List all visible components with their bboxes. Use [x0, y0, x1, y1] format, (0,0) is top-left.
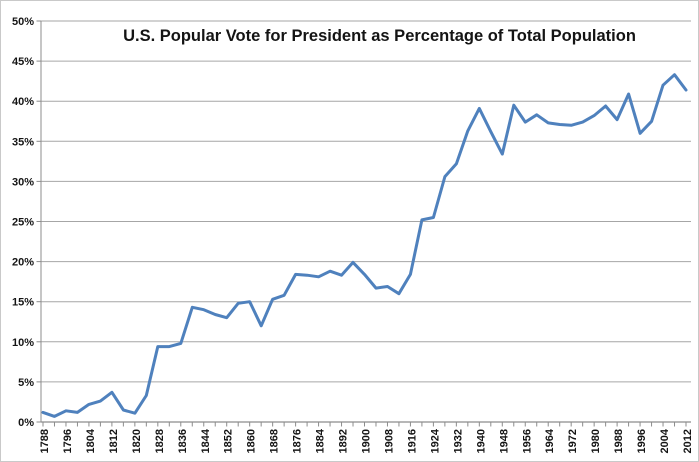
- x-axis-label: 1812: [108, 429, 120, 453]
- y-axis-label: 35%: [12, 136, 34, 148]
- x-axis-label: 1916: [406, 429, 418, 453]
- y-axis-label: 0%: [18, 417, 34, 429]
- x-axis-label: 1884: [315, 428, 327, 453]
- x-axis-label: 1788: [39, 429, 51, 453]
- x-axis-label: 1844: [200, 428, 212, 453]
- x-axis-label: 1908: [383, 429, 395, 453]
- x-axis-label: 1956: [521, 429, 533, 453]
- y-axis-label: 25%: [12, 217, 34, 229]
- x-axis-label: 1940: [475, 429, 487, 453]
- x-axis-label: 1948: [498, 429, 510, 453]
- y-axis-label: 50%: [12, 16, 34, 28]
- x-axis-label: 1924: [429, 428, 441, 453]
- chart-title: U.S. Popular Vote for President as Perce…: [123, 27, 636, 45]
- y-axis-label: 30%: [12, 176, 34, 188]
- y-axis-label: 15%: [12, 297, 34, 309]
- x-axis-label: 1804: [85, 428, 97, 453]
- y-axis-label: 20%: [12, 257, 34, 269]
- x-axis-label: 2012: [682, 429, 694, 453]
- x-axis-label: 1980: [590, 429, 602, 453]
- x-axis-label: 1892: [338, 429, 350, 453]
- x-axis-label: 2004: [659, 428, 671, 453]
- x-axis-label: 1820: [131, 429, 143, 453]
- y-axis-label: 40%: [12, 96, 34, 108]
- x-axis-label: 1852: [223, 429, 235, 453]
- x-axis-label: 1876: [292, 429, 304, 453]
- x-axis-label: 1868: [269, 429, 281, 453]
- x-axis-label: 1796: [62, 429, 74, 453]
- x-axis-label: 1836: [177, 429, 189, 453]
- y-axis-label: 5%: [18, 377, 34, 389]
- y-axis-label: 45%: [12, 56, 34, 68]
- x-axis-label: 1988: [613, 429, 625, 453]
- x-axis-label: 1932: [452, 429, 464, 453]
- x-axis-label: 1996: [636, 429, 648, 453]
- data-line-popular-vote-pct: [41, 73, 688, 418]
- x-axis-label: 1900: [361, 429, 373, 453]
- x-axis-label: 1972: [567, 429, 579, 453]
- y-axis-label: 10%: [12, 337, 34, 349]
- x-axis-label: 1964: [544, 428, 556, 453]
- x-axis-label: 1828: [154, 429, 166, 453]
- x-axis-label: 1860: [246, 429, 258, 453]
